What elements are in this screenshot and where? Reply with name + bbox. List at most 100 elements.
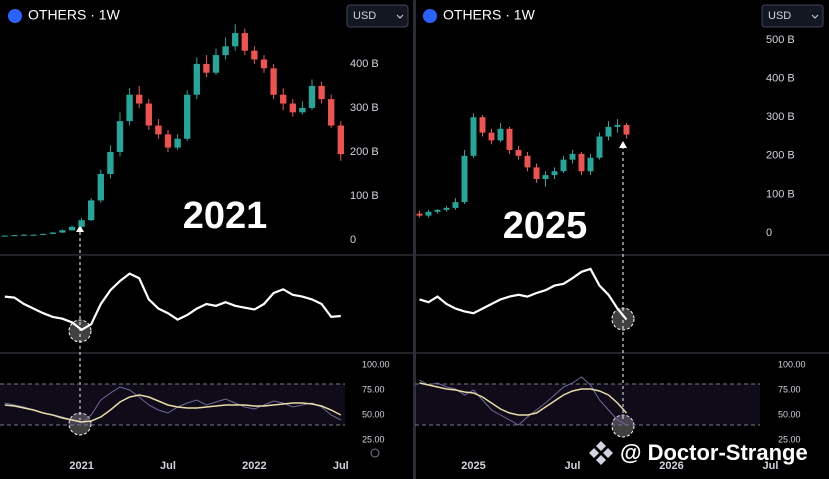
- candle-body: [241, 33, 248, 51]
- rsi-tick-label: 75.00: [778, 384, 801, 394]
- x-tick-label: 2025: [461, 460, 485, 472]
- candle-body: [40, 233, 47, 235]
- dropdown-caret: [811, 14, 819, 19]
- candle-body: [578, 153, 585, 172]
- candle-body: [222, 46, 229, 56]
- candle-body: [479, 117, 486, 133]
- annotation: 2021: [183, 195, 268, 237]
- currency-select[interactable]: [346, 4, 409, 28]
- candle-body: [470, 117, 477, 156]
- y-tick-label: 0: [350, 234, 356, 246]
- y-tick-label: 100 B: [766, 188, 795, 200]
- candle-body: [623, 124, 630, 135]
- rsi-tick-label: 100.00: [362, 359, 390, 369]
- candle-body: [49, 232, 56, 234]
- dropdown-caret: [396, 14, 404, 19]
- rsi-tick-label: 50.00: [362, 409, 385, 419]
- y-tick-label: 400 B: [350, 58, 379, 70]
- candle-body: [434, 209, 441, 212]
- rsi-tick-label: 25.00: [778, 434, 801, 444]
- candle-body: [425, 211, 432, 216]
- rsi-band: [0, 384, 345, 425]
- candle-body: [337, 125, 344, 155]
- candle-body: [126, 94, 133, 122]
- candle-body: [68, 226, 76, 231]
- candle-body: [270, 68, 277, 95]
- oscillator-line: [419, 267, 628, 321]
- charts: OTHERS · 1W USD 0 100 B 200 B 300 B 400 B 2021 J…: [0, 4, 824, 472]
- candle-body: [587, 157, 594, 172]
- y-tick-label: 200 B: [350, 146, 379, 158]
- candle-body: [11, 235, 18, 237]
- candle-body: [174, 138, 181, 148]
- rsi-ma-line: [4, 394, 342, 423]
- candle-body: [461, 155, 468, 203]
- candle-body: [88, 200, 95, 221]
- candle-body: [533, 167, 540, 179]
- candle-body: [542, 175, 549, 179]
- annotation: 2025: [503, 205, 588, 247]
- currency-label: USD: [353, 10, 376, 22]
- candle-body: [551, 171, 558, 176]
- chart-title: OTHERS · 1W: [28, 7, 121, 23]
- candle-body: [97, 173, 104, 201]
- rsi-ma-line: [419, 382, 628, 416]
- candle-body: [443, 207, 450, 210]
- x-tick-label: Jul: [333, 460, 349, 472]
- oscillator-line: [4, 272, 341, 332]
- x-tick-label: 2021: [69, 460, 93, 472]
- candle-body: [136, 94, 143, 104]
- rsi-tick-label: 75.00: [362, 384, 385, 394]
- y-tick-label: 300 B: [766, 111, 795, 123]
- candle-body: [30, 234, 37, 236]
- candle-body: [318, 85, 325, 100]
- y-tick-label: 100 B: [350, 190, 379, 202]
- candle-body: [251, 50, 258, 60]
- settings-icon[interactable]: [370, 448, 380, 458]
- candle-body: [193, 63, 200, 95]
- rsi-line: [419, 376, 627, 426]
- candle-body: [515, 150, 522, 156]
- watermark-logo: [589, 441, 613, 465]
- candle-body: [605, 126, 612, 137]
- watermark: @ Doctor-Strange: [620, 440, 808, 465]
- candle-body: [145, 103, 152, 126]
- rsi-band: [415, 384, 760, 425]
- candle-body: [416, 213, 423, 216]
- symbol-icon: [8, 9, 22, 23]
- candle-body: [299, 107, 306, 113]
- candle-body: [78, 220, 85, 227]
- candle-body: [452, 202, 459, 208]
- panel-divider: [413, 0, 416, 479]
- y-tick-label: 400 B: [766, 73, 795, 85]
- candle-body: [232, 33, 239, 47]
- x-tick-label: Jul: [763, 460, 779, 472]
- candle-body: [488, 132, 495, 141]
- x-tick-label: Jul: [565, 460, 581, 472]
- candle-body: [107, 151, 114, 174]
- pointer-arrows: [79, 146, 624, 422]
- y-tick-label: 500 B: [766, 34, 795, 46]
- candle-body: [59, 230, 66, 233]
- candle-body: [506, 128, 513, 151]
- currency-label: USD: [768, 10, 791, 22]
- candle-body: [328, 99, 335, 126]
- rsi-tick-label: 50.00: [778, 409, 801, 419]
- candle-body: [1, 235, 8, 237]
- rsi-tick-label: 100.00: [778, 359, 806, 369]
- candle-body: [497, 128, 504, 141]
- y-tick-label: 300 B: [350, 102, 379, 114]
- chart-title: OTHERS · 1W: [443, 7, 536, 23]
- candle-body: [203, 63, 210, 73]
- rsi-tick-label: 25.00: [362, 434, 385, 444]
- candle-body: [308, 85, 316, 108]
- candle-body: [614, 124, 621, 127]
- x-tick-label: 2026: [659, 460, 683, 472]
- x-tick-label: Jul: [160, 460, 176, 472]
- symbol-icon: [423, 9, 437, 23]
- candle-body: [524, 155, 531, 168]
- currency-select[interactable]: [761, 4, 824, 28]
- y-tick-label: 0: [766, 227, 772, 239]
- candle-body: [116, 121, 124, 152]
